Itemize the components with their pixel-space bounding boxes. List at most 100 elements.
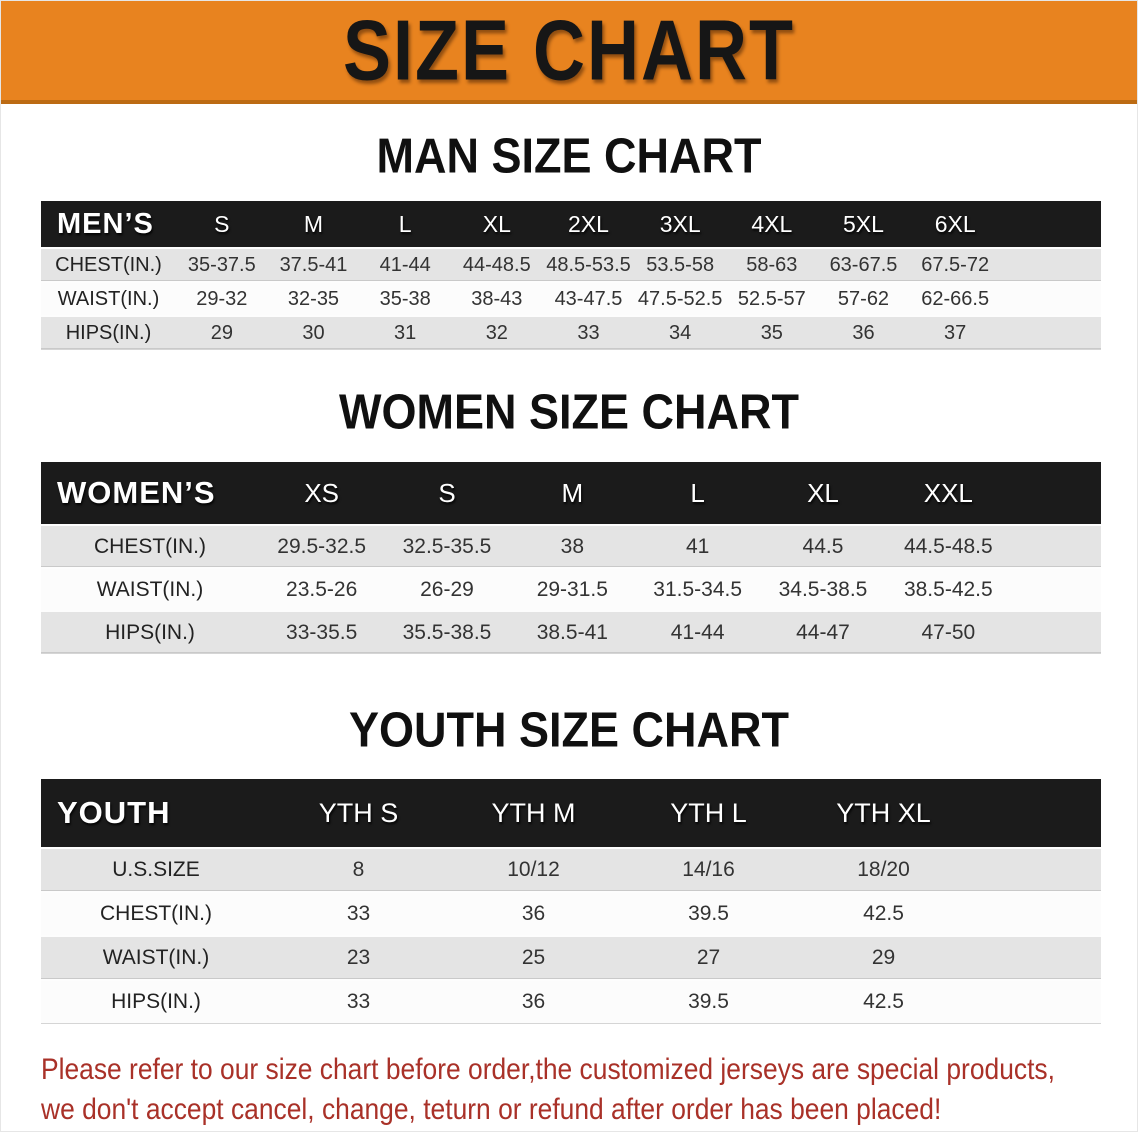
youth-size-table: YOUTH YTH S YTH M YTH L YTH XL U.S.SIZE … bbox=[41, 779, 1101, 1024]
row-label: WAIST(IN.) bbox=[96, 577, 204, 601]
youth-waist-row: WAIST(IN.) 23 25 27 29 bbox=[41, 935, 1101, 979]
value-cell: 29-32 bbox=[196, 287, 248, 310]
men-table-header-row: MEN’S S M L XL 2XL 3XL 4XL 5XL 6XL bbox=[41, 201, 1101, 247]
value-cell: 53.5-58 bbox=[646, 253, 715, 276]
value-cell: 36 bbox=[521, 902, 546, 925]
women-size-column-header: L bbox=[690, 477, 705, 508]
value-cell: 44.5 bbox=[802, 534, 844, 558]
value-cell: 8 bbox=[352, 858, 365, 881]
value-cell: 44-48.5 bbox=[462, 253, 531, 276]
women-hips-row: HIPS(IN.) 33-35.5 35.5-38.5 38.5-41 41-4… bbox=[41, 610, 1101, 653]
men-heading: MAN SIZE CHART bbox=[376, 127, 762, 184]
value-cell: 58-63 bbox=[746, 253, 798, 276]
men-corner-label: MEN’S bbox=[57, 207, 154, 240]
value-cell: 39.5 bbox=[688, 902, 729, 925]
row-label: CHEST(IN.) bbox=[94, 534, 206, 558]
women-waist-row: WAIST(IN.) 23.5-26 26-29 29-31.5 31.5-34… bbox=[41, 567, 1101, 610]
men-size-column-header: 4XL bbox=[751, 210, 793, 237]
youth-table-header-row: YOUTH YTH S YTH M YTH L YTH XL bbox=[41, 779, 1101, 847]
women-size-column-header: M bbox=[561, 477, 584, 508]
value-cell: 52.5-57 bbox=[737, 287, 806, 310]
value-cell: 44.5-48.5 bbox=[903, 534, 993, 558]
value-cell: 30 bbox=[302, 321, 325, 344]
men-size-column-header: XL bbox=[482, 210, 511, 237]
men-size-column-header: L bbox=[398, 210, 412, 237]
disclaimer-line-1: Please refer to our size chart before or… bbox=[41, 1053, 1055, 1086]
value-cell: 43-47.5 bbox=[554, 287, 623, 310]
value-cell: 35-38 bbox=[379, 287, 431, 310]
value-cell: 34.5-38.5 bbox=[778, 577, 868, 601]
value-cell: 25 bbox=[521, 946, 546, 969]
youth-size-column-header: YTH M bbox=[491, 797, 576, 828]
value-cell: 38.5-41 bbox=[536, 620, 608, 644]
value-cell: 33 bbox=[577, 321, 600, 344]
youth-chest-row: CHEST(IN.) 33 36 39.5 42.5 bbox=[41, 891, 1101, 935]
value-cell: 35 bbox=[760, 321, 783, 344]
value-cell: 42.5 bbox=[863, 902, 904, 925]
women-table-header-row: WOMEN’S XS S M L XL XXL bbox=[41, 462, 1101, 524]
value-cell: 47.5-52.5 bbox=[637, 287, 723, 310]
row-label: CHEST(IN.) bbox=[100, 902, 212, 925]
disclaimer: Please refer to our size chart before or… bbox=[41, 1050, 1137, 1130]
value-cell: 29-31.5 bbox=[536, 577, 608, 601]
men-waist-row: WAIST(IN.) 29-32 32-35 35-38 38-43 43-47… bbox=[41, 281, 1101, 315]
value-cell: 32 bbox=[485, 321, 508, 344]
value-cell: 47-50 bbox=[921, 620, 976, 644]
value-cell: 38.5-42.5 bbox=[903, 577, 993, 601]
value-cell: 31 bbox=[394, 321, 417, 344]
youth-ussize-row: U.S.SIZE 8 10/12 14/16 18/20 bbox=[41, 847, 1101, 891]
men-hips-row: HIPS(IN.) 29 30 31 32 33 34 35 36 37 bbox=[41, 315, 1101, 349]
value-cell: 41 bbox=[685, 534, 710, 558]
women-corner-label: WOMEN’S bbox=[57, 475, 216, 510]
value-cell: 35-37.5 bbox=[187, 253, 256, 276]
value-cell: 36 bbox=[852, 321, 875, 344]
youth-hips-row: HIPS(IN.) 33 36 39.5 42.5 bbox=[41, 979, 1101, 1023]
row-label: U.S.SIZE bbox=[112, 858, 200, 881]
row-label: HIPS(IN.) bbox=[105, 620, 195, 644]
value-cell: 35.5-38.5 bbox=[402, 620, 492, 644]
value-cell: 38 bbox=[560, 534, 584, 558]
value-cell: 29 bbox=[871, 946, 896, 969]
row-label: CHEST(IN.) bbox=[55, 253, 162, 276]
value-cell: 37 bbox=[944, 321, 967, 344]
men-size-column-header: S bbox=[214, 210, 230, 237]
men-chest-row: CHEST(IN.) 35-37.5 37.5-41 41-44 44-48.5… bbox=[41, 247, 1101, 281]
value-cell: 39.5 bbox=[688, 990, 729, 1013]
disclaimer-line-2: we don't accept cancel, change, teturn o… bbox=[41, 1093, 942, 1126]
value-cell: 26-29 bbox=[420, 577, 474, 601]
value-cell: 36 bbox=[521, 990, 546, 1013]
value-cell: 34 bbox=[669, 321, 692, 344]
men-size-table: MEN’S S M L XL 2XL 3XL 4XL 5XL 6XL CHEST… bbox=[41, 201, 1101, 350]
value-cell: 23.5-26 bbox=[286, 577, 358, 601]
women-section: WOMEN SIZE CHART WOMEN’S XS S M L XL XXL… bbox=[1, 385, 1137, 654]
value-cell: 42.5 bbox=[863, 990, 904, 1013]
value-cell: 29.5-32.5 bbox=[277, 534, 367, 558]
value-cell: 33 bbox=[346, 990, 371, 1013]
value-cell: 38-43 bbox=[471, 287, 523, 310]
value-cell: 41-44 bbox=[379, 253, 431, 276]
men-size-column-header: 2XL bbox=[568, 210, 609, 237]
row-label: WAIST(IN.) bbox=[102, 946, 210, 969]
youth-size-column-header: YTH L bbox=[670, 797, 747, 828]
value-cell: 63-67.5 bbox=[829, 253, 898, 276]
women-size-column-header: XS bbox=[304, 477, 339, 508]
value-cell: 31.5-34.5 bbox=[653, 577, 743, 601]
value-cell: 44-47 bbox=[796, 620, 850, 644]
value-cell: 18/20 bbox=[857, 858, 910, 881]
value-cell: 57-62 bbox=[837, 287, 890, 310]
men-size-column-header: 5XL bbox=[843, 210, 884, 237]
value-cell: 29 bbox=[210, 321, 233, 344]
men-size-column-header: 3XL bbox=[659, 210, 701, 237]
women-size-column-header: XXL bbox=[923, 477, 973, 508]
value-cell: 33 bbox=[346, 902, 371, 925]
men-size-column-header: M bbox=[303, 210, 324, 237]
row-label: WAIST(IN.) bbox=[57, 287, 160, 310]
value-cell: 27 bbox=[696, 946, 721, 969]
value-cell: 33-35.5 bbox=[286, 620, 358, 644]
value-cell: 32-35 bbox=[287, 287, 340, 310]
youth-size-column-header: YTH S bbox=[318, 797, 399, 828]
row-label: HIPS(IN.) bbox=[111, 990, 201, 1013]
women-chest-row: CHEST(IN.) 29.5-32.5 32.5-35.5 38 41 44.… bbox=[41, 524, 1101, 567]
value-cell: 32.5-35.5 bbox=[402, 534, 492, 558]
